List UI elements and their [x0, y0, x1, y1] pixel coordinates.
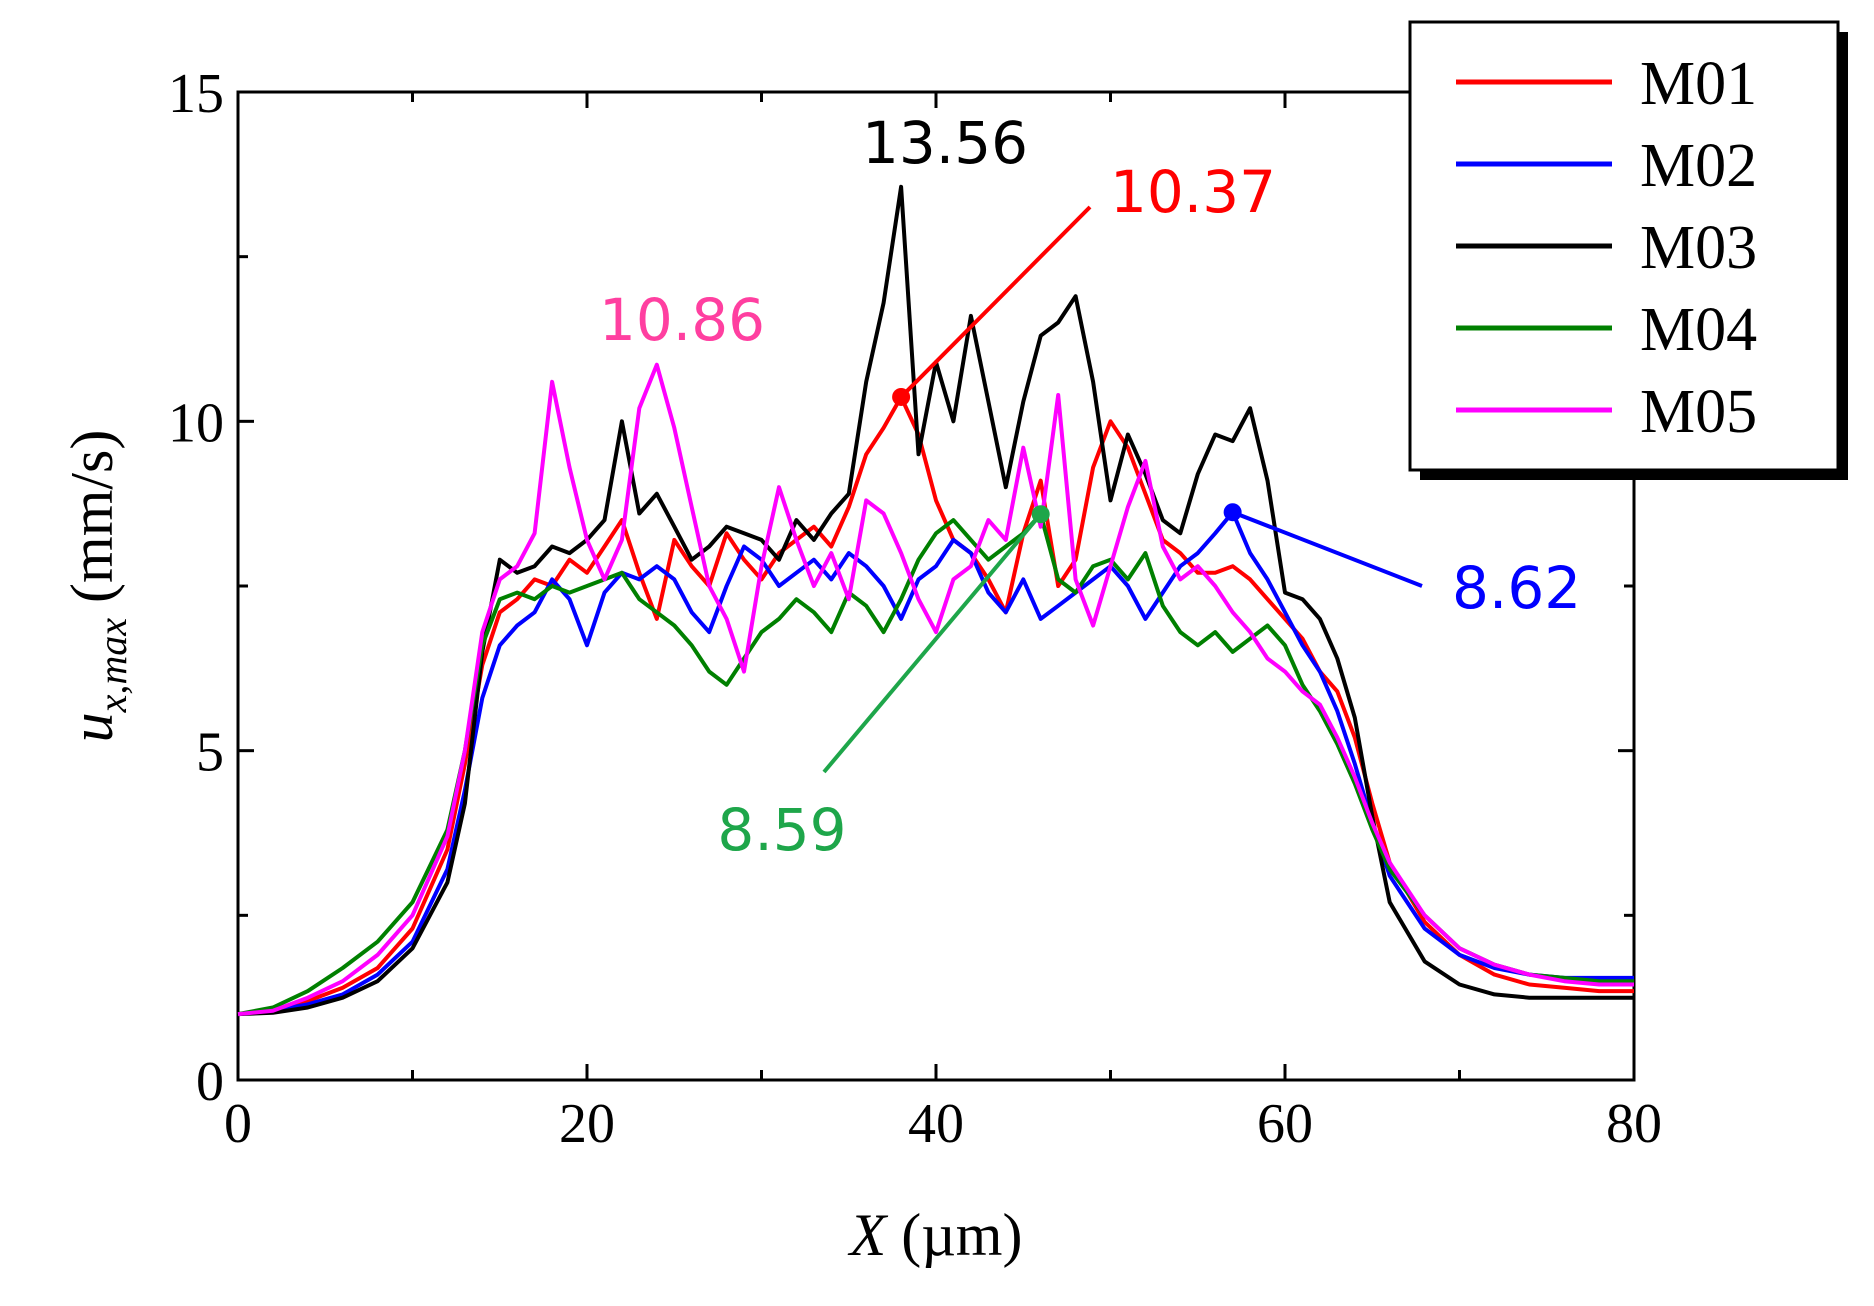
x-axis-unit: (µm): [901, 1202, 1022, 1268]
legend-label-m02: M02: [1640, 132, 1757, 200]
x-axis-symbol: X: [848, 1202, 889, 1268]
x-axis-title: X (µm): [848, 1202, 1023, 1268]
y-tick-label: 15: [168, 63, 224, 125]
y-tick-label: 5: [196, 722, 224, 784]
legend-label-m04: M04: [1640, 296, 1757, 364]
y-axis-unit: (mm/s): [59, 430, 125, 603]
y-axis-title: ux,max (mm/s): [59, 430, 135, 743]
x-tick-label: 0: [224, 1093, 252, 1155]
annotation-label-m02: 8.62: [1452, 554, 1581, 622]
legend-label-m03: M03: [1640, 214, 1757, 282]
legend-label-m05: M05: [1640, 378, 1757, 446]
annotation-label-m03: 13.56: [862, 109, 1028, 177]
series-line-m04: [237, 512, 1634, 1017]
series-line-m01: [237, 395, 1634, 1017]
legend-label-m01: M01: [1640, 50, 1757, 118]
legend: M01 M02 M03 M04 M05: [1408, 20, 1848, 480]
annotation-label-m05: 10.86: [599, 286, 765, 354]
y-axis-subscript: x,max: [90, 618, 135, 714]
x-tick-label: 20: [559, 1093, 615, 1155]
x-tick-label: 40: [908, 1093, 964, 1155]
annotation-label-m04: 8.59: [717, 796, 846, 864]
annotation-leader-line: [899, 205, 1092, 399]
annotation-point: [1031, 505, 1050, 524]
y-axis-symbol: u: [59, 712, 125, 742]
series-lines: [237, 184, 1634, 1017]
x-tick-label: 80: [1606, 1093, 1662, 1155]
annotation-leader-line: [1231, 510, 1423, 588]
annotation-point: [892, 387, 911, 406]
x-tick-label: 60: [1257, 1093, 1313, 1155]
annotation-point: [1223, 503, 1242, 522]
value-annotations: 13.56 10.37 10.86 8.59 8.62: [599, 109, 1581, 864]
axis-tick-labels: 0 20 40 60 80 0 5 10 15: [168, 63, 1662, 1155]
series-line-m03: [237, 184, 1634, 1017]
annotation-label-m01: 10.37: [1110, 158, 1276, 226]
annotation-leader-line: [822, 512, 1043, 774]
y-tick-label: 0: [196, 1051, 224, 1113]
series-line-m05: [237, 362, 1634, 1017]
y-tick-label: 10: [168, 392, 224, 454]
series-line-m02: [237, 510, 1634, 1017]
